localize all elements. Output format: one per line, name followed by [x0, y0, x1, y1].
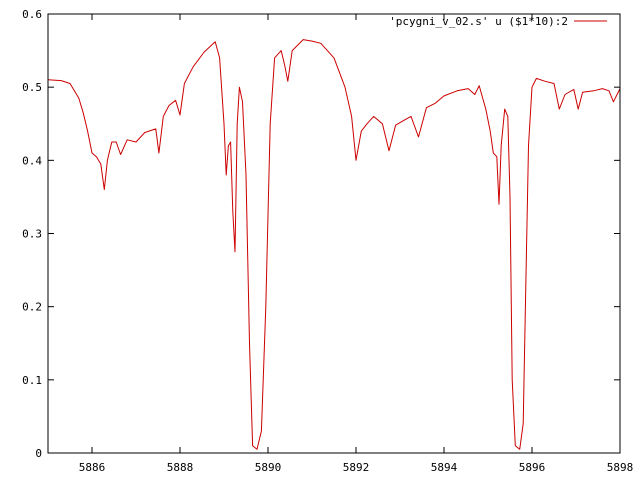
y-tick-label: 0.2	[22, 301, 42, 314]
x-tick-label: 5898	[607, 461, 634, 474]
legend: 'pcygni_v_02.s' u ($1*10):2	[389, 15, 607, 28]
x-tick-label: 5892	[343, 461, 370, 474]
x-tick-labels: 5886 5888 5890 5892 5894 5896 5898	[79, 461, 634, 474]
x-tick-label: 5888	[167, 461, 194, 474]
x-tick-label: 5886	[79, 461, 106, 474]
y-tick-label: 0.5	[22, 81, 42, 94]
y-tick-label: 0	[35, 447, 42, 460]
x-tick-label: 5894	[431, 461, 458, 474]
series-line	[47, 39, 621, 450]
y-tick-label: 0.4	[22, 154, 42, 167]
y-tick-label: 0.1	[22, 374, 42, 387]
x-tick-label: 5896	[519, 461, 546, 474]
x-tick-label: 5890	[255, 461, 282, 474]
series-layer	[47, 39, 621, 450]
y-tick-marks	[48, 13, 620, 454]
plot-frame	[47, 13, 621, 454]
y-tick-labels: 0 0.1 0.2 0.3 0.4 0.5 0.6	[22, 8, 42, 460]
legend-label: 'pcygni_v_02.s' u ($1*10):2	[389, 15, 568, 28]
y-tick-label: 0.3	[22, 228, 42, 241]
y-tick-label: 0.6	[22, 8, 42, 21]
